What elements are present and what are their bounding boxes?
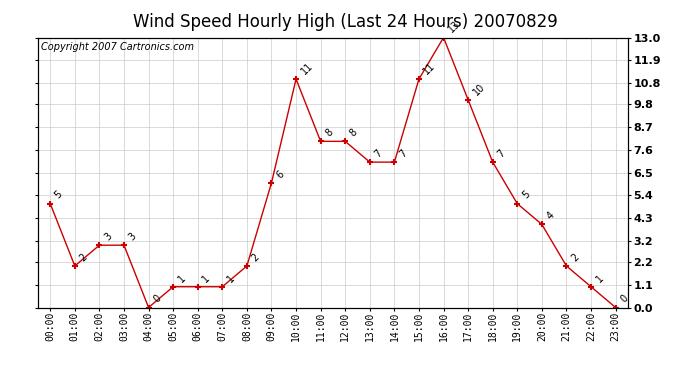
Text: 8: 8 [324,127,335,139]
Text: 0: 0 [151,293,163,305]
Text: 7: 7 [397,148,408,159]
Text: 1: 1 [176,273,187,284]
Text: 7: 7 [495,148,507,159]
Text: 11: 11 [299,60,315,76]
Text: 7: 7 [373,148,384,159]
Text: Wind Speed Hourly High (Last 24 Hours) 20070829: Wind Speed Hourly High (Last 24 Hours) 2… [132,13,558,31]
Text: 2: 2 [250,252,261,263]
Text: 6: 6 [274,169,286,180]
Text: 0: 0 [618,293,630,305]
Text: 3: 3 [127,231,138,242]
Text: 1: 1 [201,273,212,284]
Text: 1: 1 [594,273,605,284]
Text: 4: 4 [544,210,556,222]
Text: 3: 3 [102,231,114,242]
Text: 5: 5 [53,189,64,201]
Text: 13: 13 [446,19,462,35]
Text: 2: 2 [77,252,89,263]
Text: 11: 11 [422,60,437,76]
Text: 10: 10 [471,81,486,97]
Text: 5: 5 [520,189,531,201]
Text: Copyright 2007 Cartronics.com: Copyright 2007 Cartronics.com [41,42,194,51]
Text: 8: 8 [348,127,359,139]
Text: 1: 1 [225,273,237,284]
Text: 2: 2 [569,252,581,263]
